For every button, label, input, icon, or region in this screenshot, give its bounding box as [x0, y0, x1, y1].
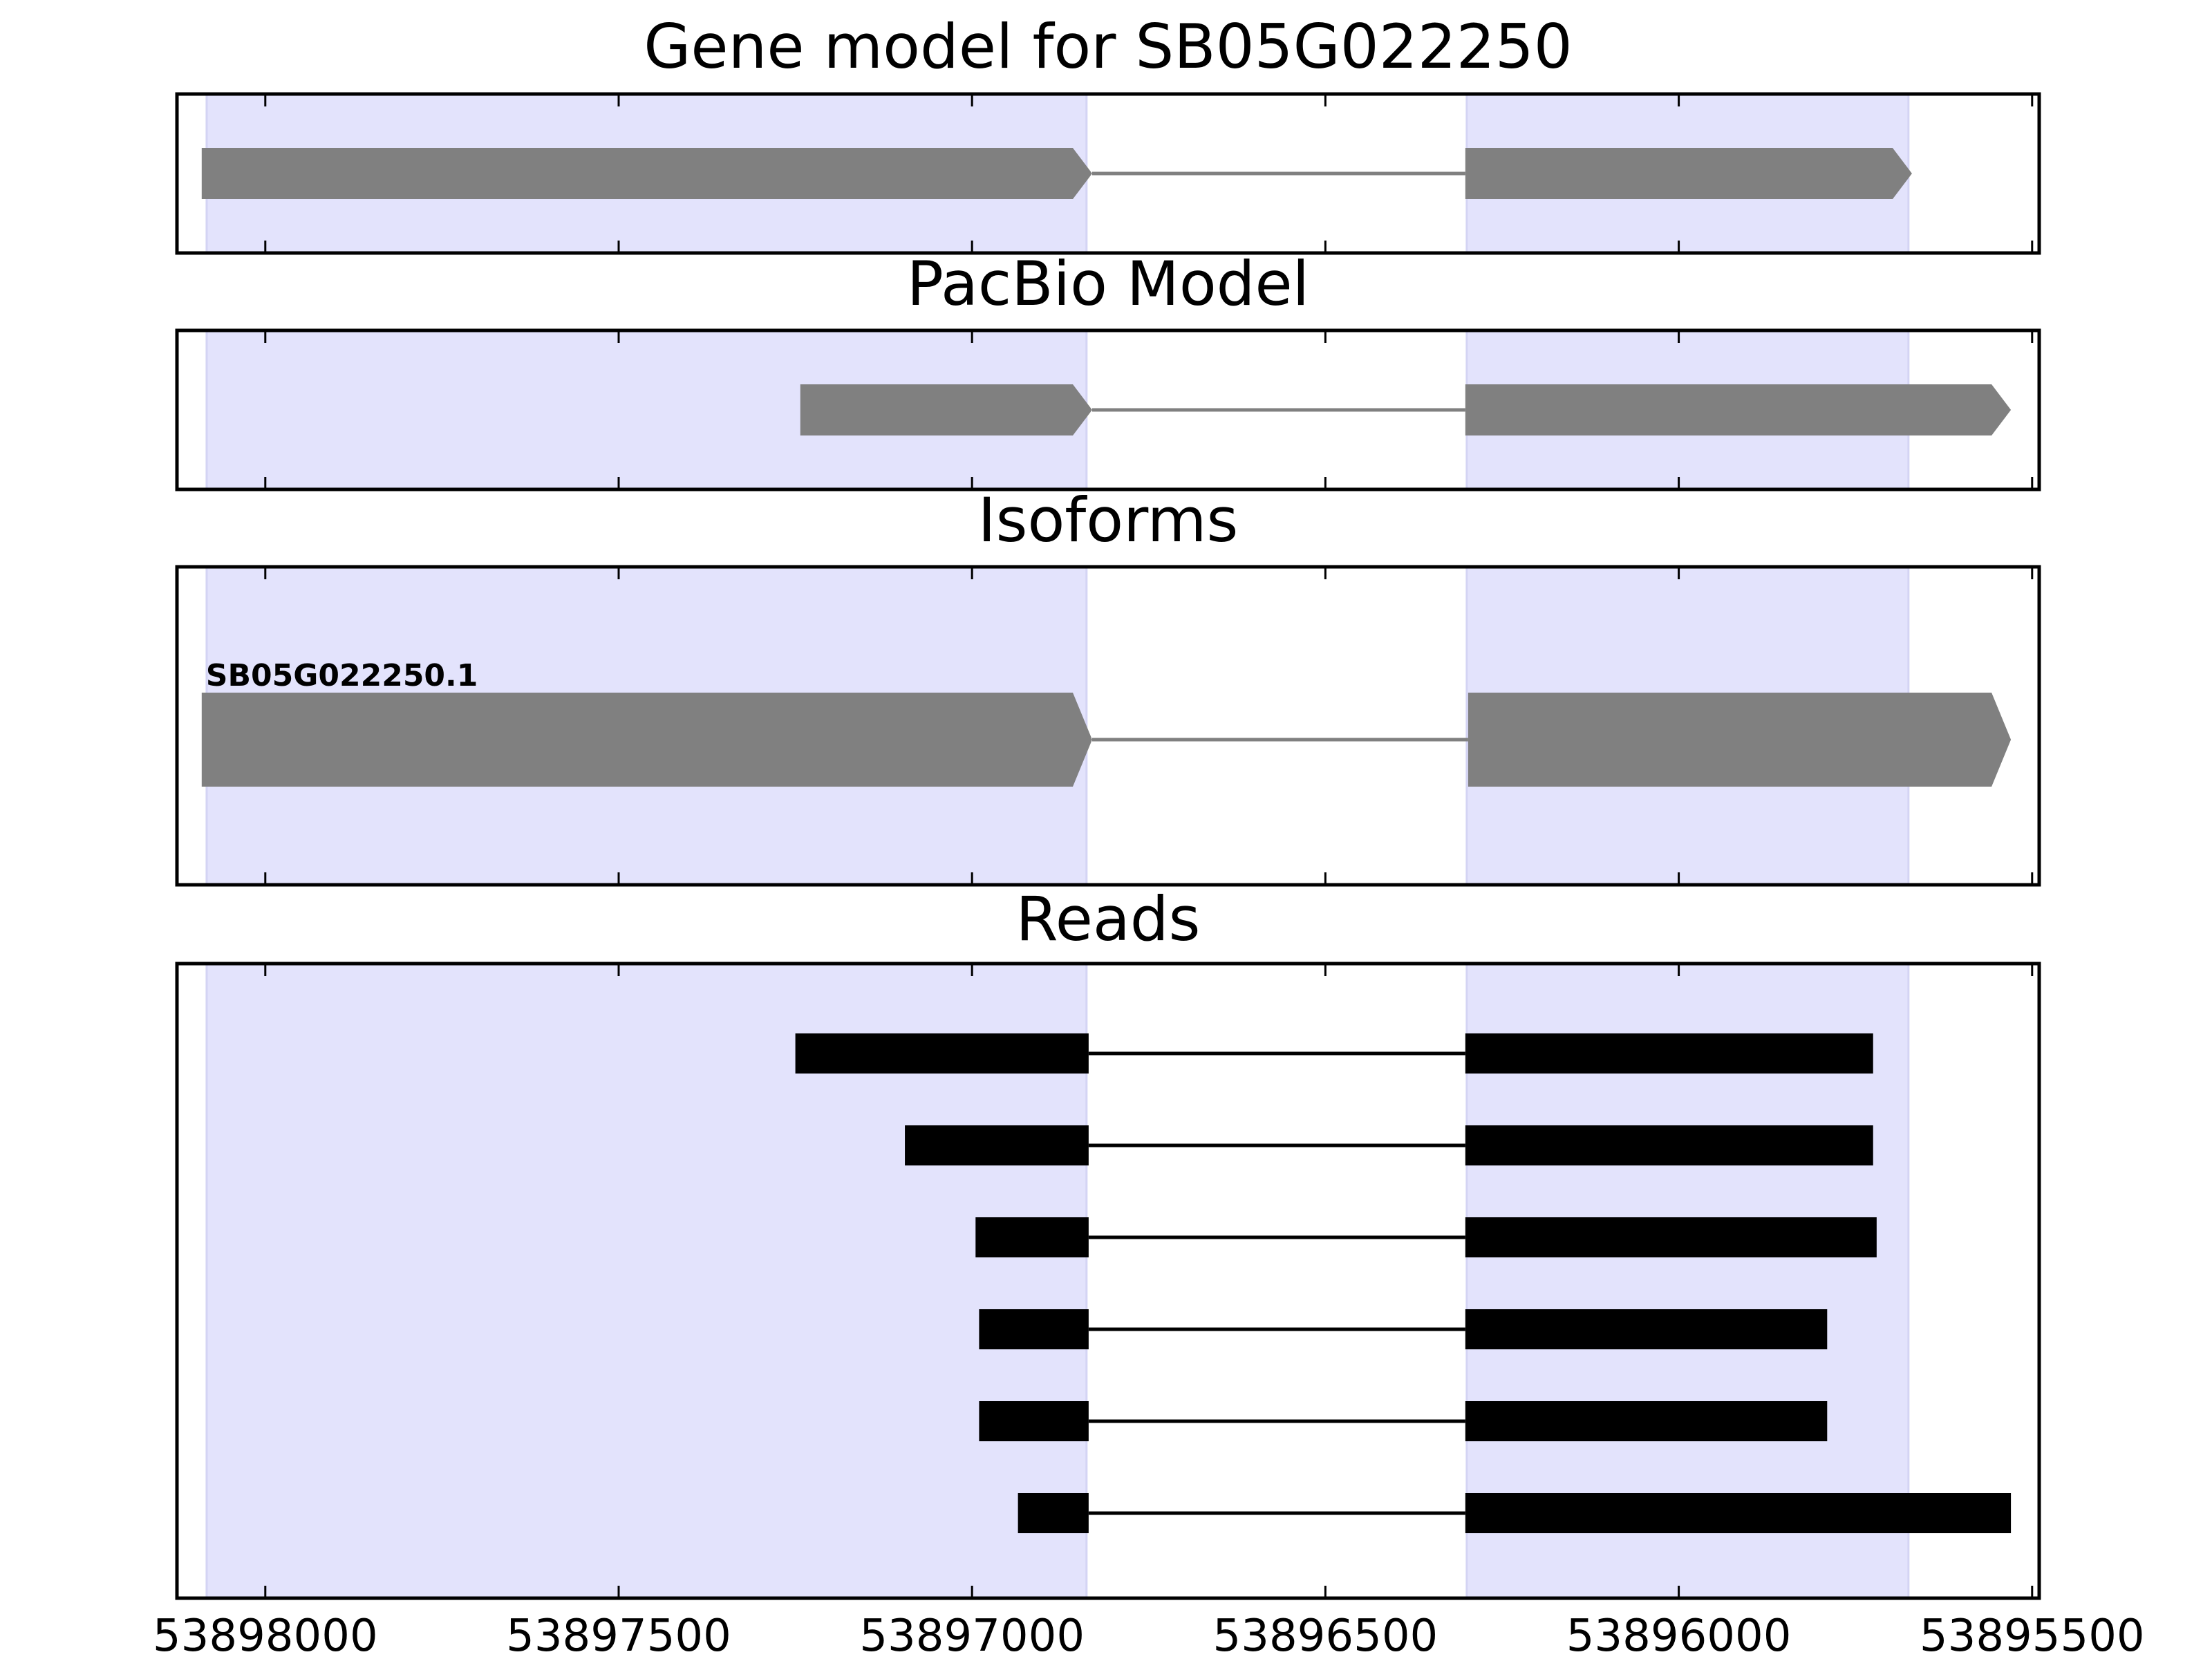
panel-frame: [175, 328, 2041, 491]
exon-block: [1465, 1125, 1873, 1165]
feature-0: [201, 148, 1912, 199]
panel-1: PacBio Model: [175, 248, 2041, 491]
read-5: [1018, 1493, 2012, 1533]
exon-block: [1018, 1493, 1089, 1533]
read-1: [905, 1125, 1873, 1165]
read-2: [975, 1217, 1877, 1257]
read-4: [979, 1401, 1828, 1441]
exon-arrow: [1465, 148, 1912, 199]
panel-frame: [175, 565, 2041, 887]
exon-block: [975, 1217, 1089, 1257]
x-tick-label: 53897500: [506, 1611, 731, 1659]
read-0: [795, 1033, 1873, 1074]
exon-block: [1465, 1493, 2012, 1533]
exon-arrow: [1468, 693, 2012, 787]
panel-frame: [175, 92, 2041, 255]
exon-block: [1465, 1401, 1828, 1441]
feature-0: [800, 384, 2012, 435]
x-tick-label: 53897000: [859, 1611, 1085, 1659]
panel-3: Reads: [175, 883, 2041, 1600]
panel-title: PacBio Model: [907, 248, 1309, 319]
x-tick-label: 53898000: [153, 1611, 378, 1659]
exon-block: [905, 1125, 1089, 1165]
feature-0: SB05G022250.1: [201, 658, 2012, 787]
panel-frame: [175, 962, 2041, 1600]
read-3: [979, 1309, 1828, 1349]
panel-0: Gene model for SB05G022250: [175, 11, 2041, 255]
exon-block: [979, 1401, 1089, 1441]
exon-block: [1465, 1033, 1873, 1074]
exon-block: [979, 1309, 1089, 1349]
panel-title: Isoforms: [978, 485, 1239, 556]
exon-arrow: [800, 384, 1092, 435]
isoform-label: SB05G022250.1: [206, 658, 478, 693]
x-tick-label: 53895500: [1920, 1611, 2145, 1659]
exon-block: [1465, 1217, 1877, 1257]
x-tick-label: 53896000: [1566, 1611, 1792, 1659]
panel-title: Gene model for SB05G022250: [644, 11, 1573, 82]
exon-arrow: [201, 148, 1092, 199]
panel-title: Reads: [1016, 883, 1201, 955]
exon-block: [795, 1033, 1089, 1074]
exon-arrow: [1465, 384, 2012, 435]
panel-2: Isoforms SB05G022250.1: [175, 485, 2041, 887]
x-tick-label: 53896500: [1213, 1611, 1438, 1659]
exon-arrow: [201, 693, 1092, 787]
exon-block: [1465, 1309, 1828, 1349]
